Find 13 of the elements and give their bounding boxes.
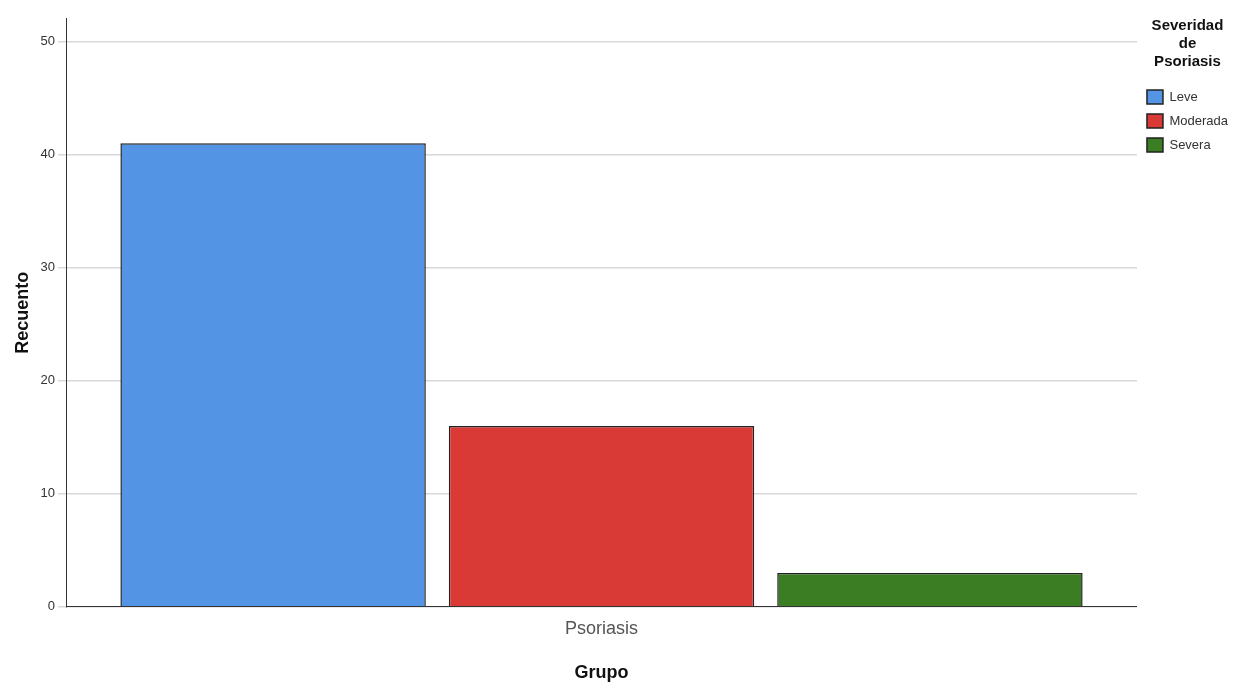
legend-label: Moderada [1169,112,1229,128]
y-tick-label: 10 [40,485,56,501]
legend-label: Leve [1169,88,1198,104]
legend-title: Severidad de Psoriasis [1151,15,1224,69]
y-tick-label: 40 [40,146,56,162]
y-tick-label: 20 [40,372,56,388]
x-tick-label: Psoriasis [565,617,639,638]
y-tick-label: 0 [47,598,56,614]
x-axis-title: Grupo [574,662,629,683]
y-tick-label: 50 [40,32,56,48]
y-tick-label: 30 [40,259,56,275]
legend-label: Severa [1169,136,1212,152]
y-axis-title: Recuento [11,271,32,354]
